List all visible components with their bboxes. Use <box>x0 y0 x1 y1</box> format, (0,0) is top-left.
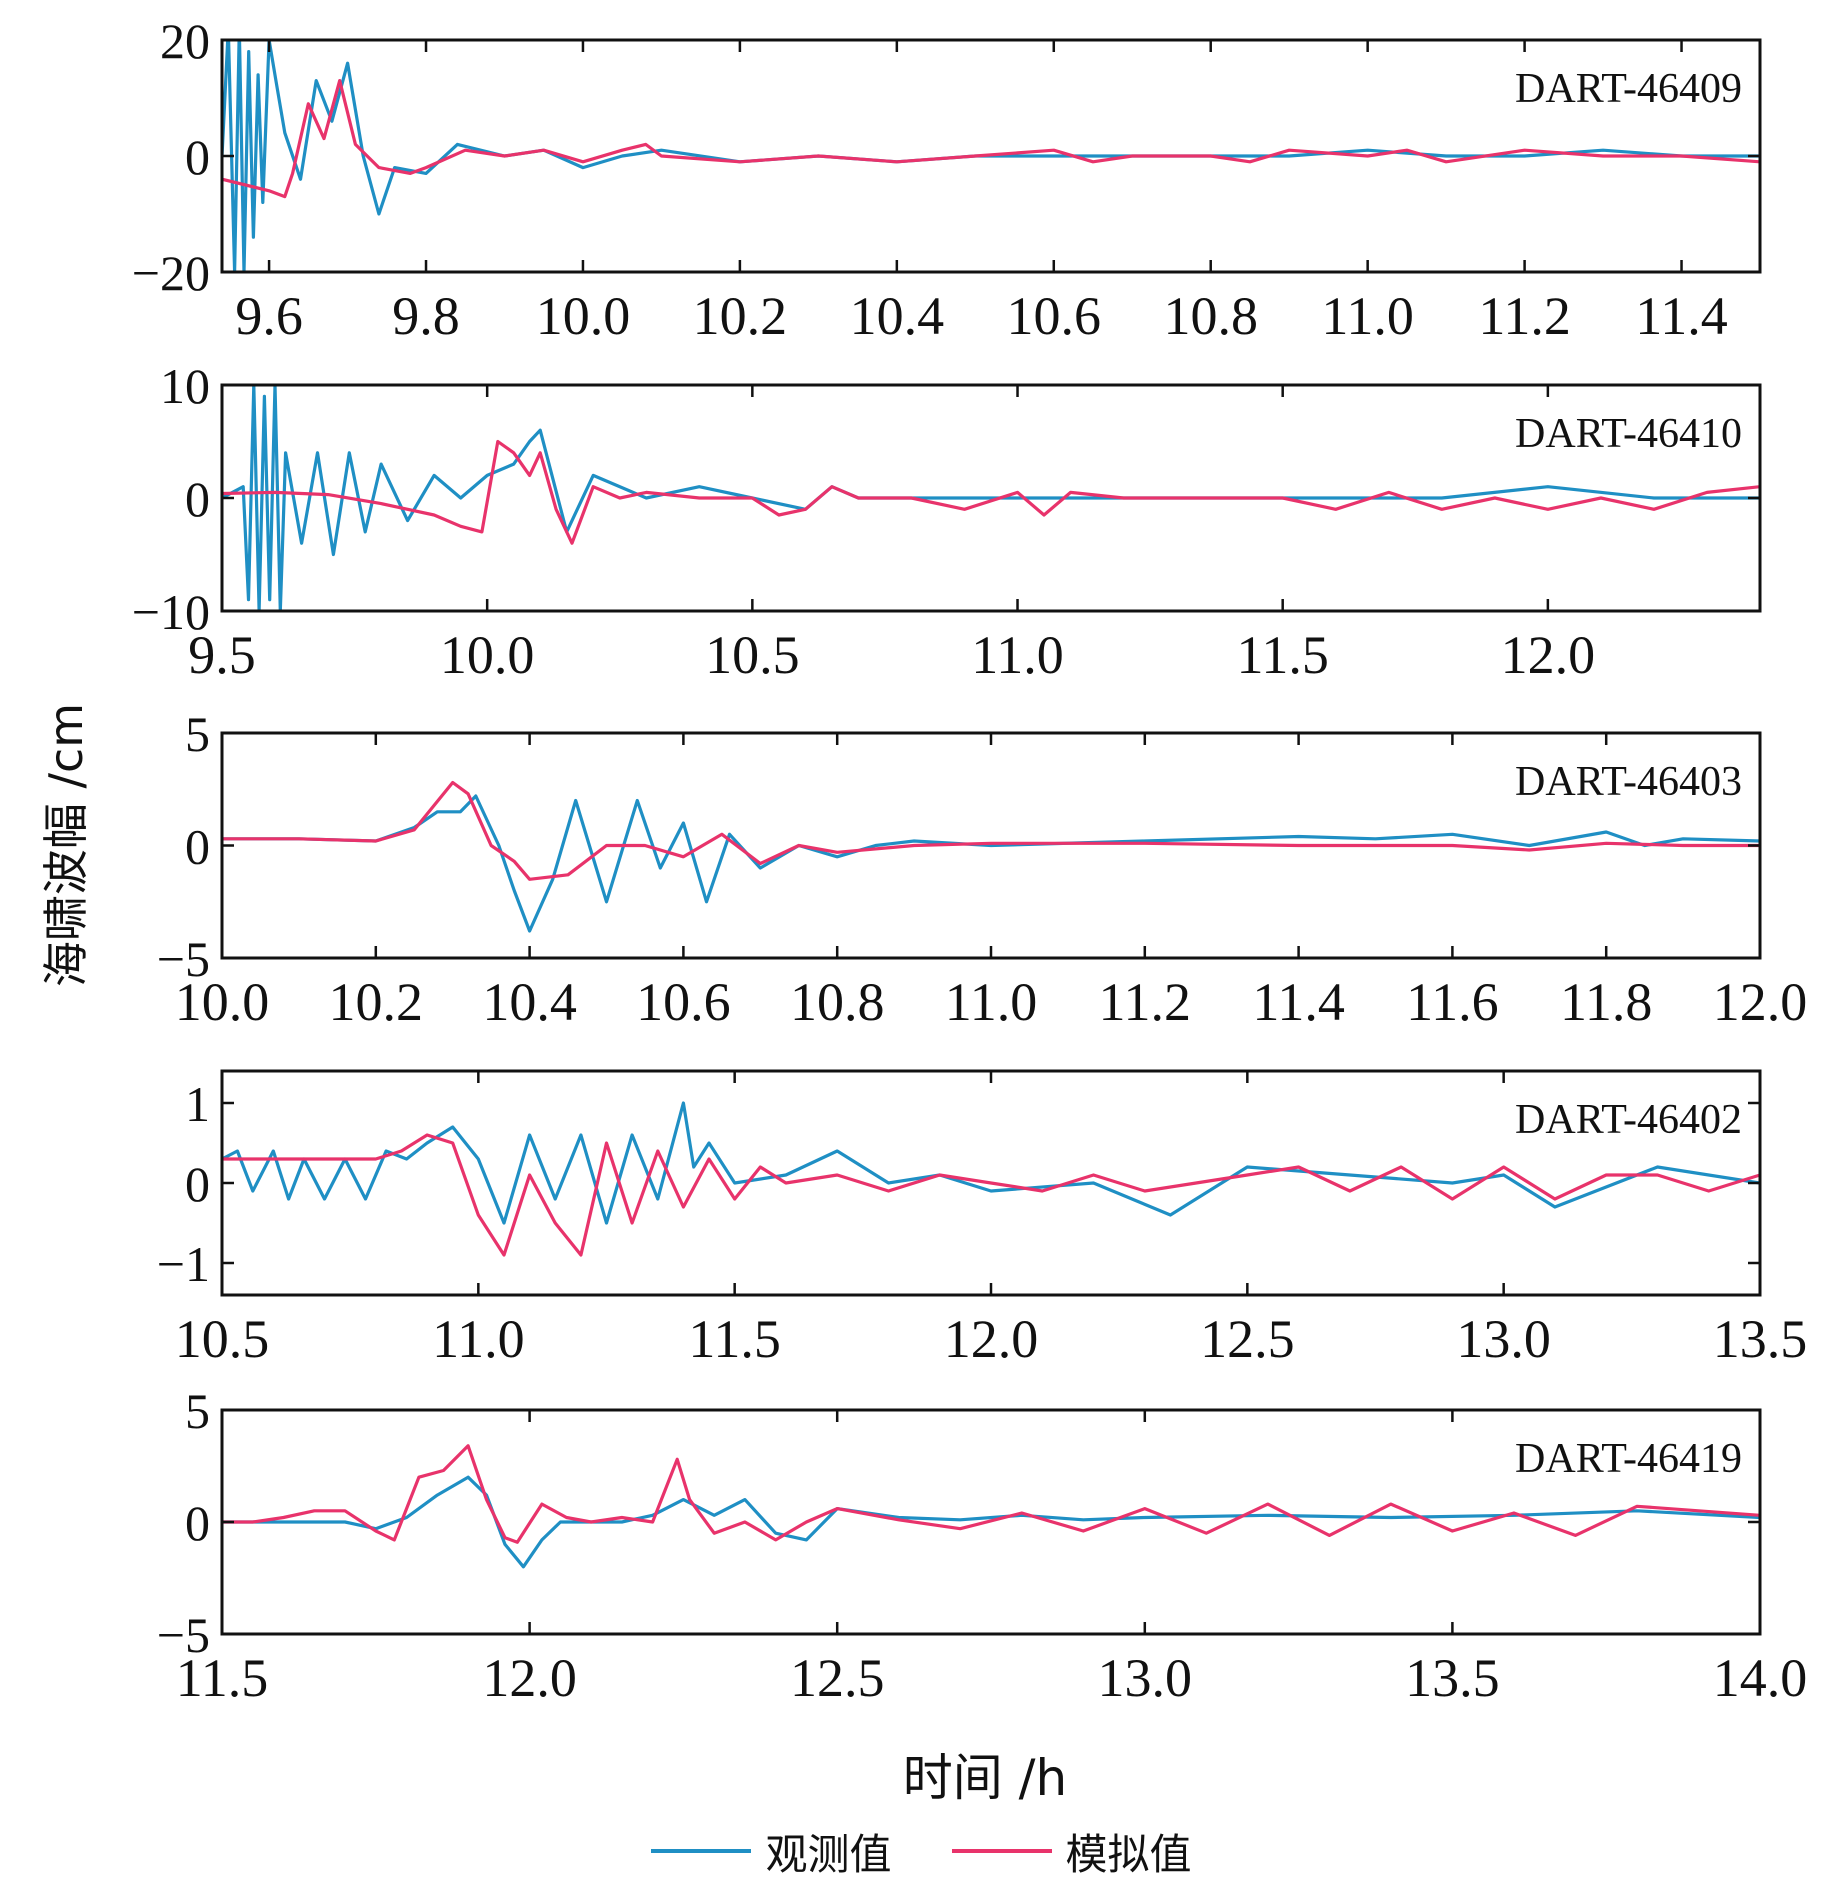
x-tick-label: 10.6 <box>1007 286 1102 346</box>
x-tick-label: 11.4 <box>1252 972 1345 1032</box>
x-tick-label: 11.6 <box>1406 972 1499 1032</box>
x-tick-label: 10.6 <box>636 972 731 1032</box>
x-tick-label: 10.2 <box>693 286 788 346</box>
y-tick-label: −1 <box>157 1236 210 1292</box>
x-tick-label: 12.0 <box>944 1309 1039 1369</box>
panel-dart-46419: 11.5 12.0 12.5 13.0 13.5 14.0 −5 0 5 DART-46419 <box>157 1383 1807 1708</box>
y-tick-label: 1 <box>185 1076 210 1132</box>
x-tick-label: 10.4 <box>482 972 577 1032</box>
x-tick-label: 10.5 <box>175 1309 270 1369</box>
x-tick-label: 11.0 <box>1321 286 1414 346</box>
x-tick-label: 11.8 <box>1560 972 1653 1032</box>
panel-dart-46403: 10.0 10.2 10.4 10.6 10.8 11.0 11.2 11.4 11.6 11.8… <box>157 706 1807 1032</box>
y-axis-label: 海啸波幅 /cm <box>39 703 93 987</box>
legend: 观测值 模拟值 <box>0 1826 1843 1879</box>
x-tick-label: 11.2 <box>1099 972 1192 1032</box>
panel-dart-46402: 10.5 11.0 11.5 12.0 12.5 13.0 13.5 −1 0 1 DART-464… <box>157 1069 1808 1369</box>
legend-label-simulated: 模拟值 <box>1065 1829 1192 1879</box>
x-tick-label: 10.2 <box>329 972 424 1032</box>
x-tick-label: 11.0 <box>945 972 1038 1032</box>
y-tick-label: −20 <box>132 245 210 301</box>
x-tick-label: 11.0 <box>432 1309 525 1369</box>
x-tick-label: 12.5 <box>790 1648 885 1708</box>
y-tick-label: 0 <box>185 819 210 875</box>
x-tick-label: 9.5 <box>188 625 256 685</box>
legend-entry-observed: 观测值 <box>651 1821 892 1882</box>
x-tick-label: 11.5 <box>176 1648 269 1708</box>
legend-swatch-observed <box>651 1849 752 1853</box>
series-simulated-line <box>222 780 1760 881</box>
y-tick-label: 0 <box>185 129 210 185</box>
series-observed-line <box>222 1101 1760 1225</box>
x-tick-label: 11.0 <box>971 625 1064 685</box>
x-tick-label: 9.6 <box>235 286 303 346</box>
x-tick-label: 13.0 <box>1456 1309 1551 1369</box>
x-tick-label: 9.8 <box>392 286 460 346</box>
series-simulated-line <box>222 439 1760 545</box>
series-simulated-line <box>222 1444 1760 1544</box>
series-observed-line <box>222 794 1760 933</box>
station-label: DART-46419 <box>1515 1436 1742 1482</box>
x-tick-label: 10.0 <box>536 286 631 346</box>
y-tick-label: 5 <box>185 706 210 762</box>
y-tick-label: −5 <box>157 1607 210 1663</box>
series-simulated-line <box>222 78 1760 199</box>
x-tick-label: 13.5 <box>1405 1648 1500 1708</box>
y-tick-label: 0 <box>185 1495 210 1551</box>
chart-panels: 9.6 9.8 10.0 10.2 10.4 10.6 10.8 11.0 11.2 11.4 −2… <box>132 13 1807 1708</box>
x-tick-label: 11.5 <box>688 1309 781 1369</box>
legend-swatch-simulated <box>951 1849 1052 1853</box>
station-label: DART-46409 <box>1515 66 1742 112</box>
x-tick-label: 12.0 <box>482 1648 577 1708</box>
y-tick-label: −5 <box>157 931 210 987</box>
y-tick-label: 0 <box>185 1156 210 1212</box>
x-tick-label: 10.5 <box>705 625 800 685</box>
station-label: DART-46403 <box>1515 759 1742 805</box>
y-tick-label: 10 <box>160 358 210 414</box>
legend-entry-simulated: 模拟值 <box>951 1821 1192 1882</box>
x-tick-label: 10.0 <box>440 625 535 685</box>
x-tick-label: 10.8 <box>1163 286 1258 346</box>
y-tick-label: 5 <box>185 1383 210 1439</box>
series-simulated-line <box>222 1133 1760 1257</box>
x-tick-label: 13.5 <box>1713 1309 1808 1369</box>
x-tick-label: 14.0 <box>1713 1648 1808 1708</box>
x-tick-label: 10.4 <box>850 286 945 346</box>
x-tick-label: 10.0 <box>175 972 270 1032</box>
x-tick-label: 11.2 <box>1478 286 1571 346</box>
x-tick-label: 12.0 <box>1501 625 1596 685</box>
y-tick-label: 20 <box>160 13 210 69</box>
y-tick-label: −10 <box>132 584 210 640</box>
station-label: DART-46410 <box>1515 411 1742 457</box>
x-tick-label: 11.4 <box>1635 286 1728 346</box>
panel-dart-46409: 9.6 9.8 10.0 10.2 10.4 10.6 10.8 11.0 11.2 11.4 −2… <box>132 13 1762 346</box>
series-observed-line <box>222 1475 1760 1569</box>
series-observed-line <box>222 385 1760 611</box>
x-tick-label: 12.0 <box>1713 972 1808 1032</box>
x-tick-label: 11.5 <box>1236 625 1329 685</box>
x-tick-label: 12.5 <box>1200 1309 1295 1369</box>
x-axis-label: 时间 /h <box>903 1749 1067 1807</box>
y-tick-label: 0 <box>185 471 210 527</box>
station-label: DART-46402 <box>1515 1097 1742 1143</box>
panel-dart-46410: 9.5 10.0 10.5 11.0 11.5 12.0 −10 0 10 DART-46410 <box>132 358 1762 685</box>
legend-label-observed: 观测值 <box>765 1829 892 1879</box>
x-tick-label: 13.0 <box>1098 1648 1193 1708</box>
x-tick-label: 10.8 <box>790 972 885 1032</box>
